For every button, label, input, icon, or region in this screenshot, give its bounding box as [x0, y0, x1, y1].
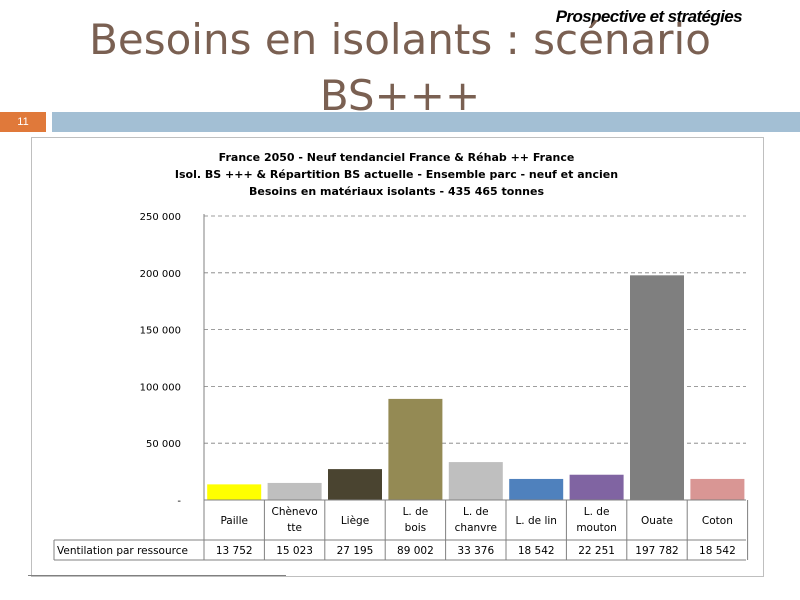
- value-label: 33 376: [457, 545, 494, 557]
- bar-1: [267, 482, 322, 500]
- value-label: 18 542: [699, 545, 736, 557]
- category-label: Chènevo: [271, 506, 317, 518]
- slide-title-line-2: BS+++: [319, 71, 481, 120]
- bar-4: [448, 462, 503, 500]
- y-tick-label: -: [177, 496, 181, 507]
- category-label: mouton: [576, 522, 617, 534]
- slide-number: 11: [0, 112, 46, 132]
- section-label: Prospective et stratégies: [555, 7, 743, 26]
- category-label: tte: [287, 522, 302, 534]
- y-tick-label: 150 000: [140, 326, 181, 337]
- category-label: L. de: [403, 506, 429, 518]
- value-label: 13 752: [216, 545, 253, 557]
- chart-title: France 2050 - Neuf tendanciel France & R…: [31, 149, 762, 200]
- bar-6: [569, 474, 624, 500]
- category-label: bois: [405, 522, 426, 534]
- bar-3: [388, 398, 443, 500]
- chart-title-line-3: Besoins en matériaux isolants - 435 465 …: [248, 185, 545, 198]
- value-label: 22 251: [578, 545, 615, 557]
- category-label: L. de: [584, 506, 610, 518]
- category-label: Liège: [341, 515, 369, 527]
- chart-title-line-1: France 2050 - Neuf tendanciel France & R…: [218, 151, 575, 164]
- bar-7: [630, 275, 684, 500]
- category-label: L. de: [463, 506, 489, 518]
- bar-8: [690, 478, 745, 500]
- slide-title-line-1: Besoins en isolants : scénario: [89, 15, 711, 64]
- chart-title-line-2: Isol. BS +++ & Répartition BS actuelle -…: [174, 168, 619, 181]
- footer-divider: [28, 575, 286, 576]
- table-row-label: Ventilation par ressource: [57, 545, 188, 557]
- value-label: 27 195: [337, 545, 374, 557]
- value-label: 89 002: [397, 545, 434, 557]
- bar-2: [328, 469, 382, 500]
- category-label: L. de lin: [515, 515, 556, 527]
- header-strip: [52, 112, 800, 132]
- slide-title: Besoins en isolants : scénario BS+++: [40, 12, 760, 124]
- y-tick-label: 50 000: [146, 439, 181, 450]
- value-label: 15 023: [276, 545, 313, 557]
- y-tick-label: 200 000: [140, 269, 181, 280]
- bar-0: [207, 484, 262, 500]
- category-label: chanvre: [455, 522, 497, 534]
- bar-5: [509, 478, 564, 500]
- category-label: Coton: [702, 515, 733, 527]
- y-tick-label: 250 000: [140, 212, 181, 223]
- value-label: 197 782: [635, 545, 678, 557]
- value-label: 18 542: [518, 545, 555, 557]
- category-label: Paille: [220, 515, 248, 527]
- category-label: Ouate: [641, 515, 673, 527]
- y-tick-label: 100 000: [140, 382, 181, 393]
